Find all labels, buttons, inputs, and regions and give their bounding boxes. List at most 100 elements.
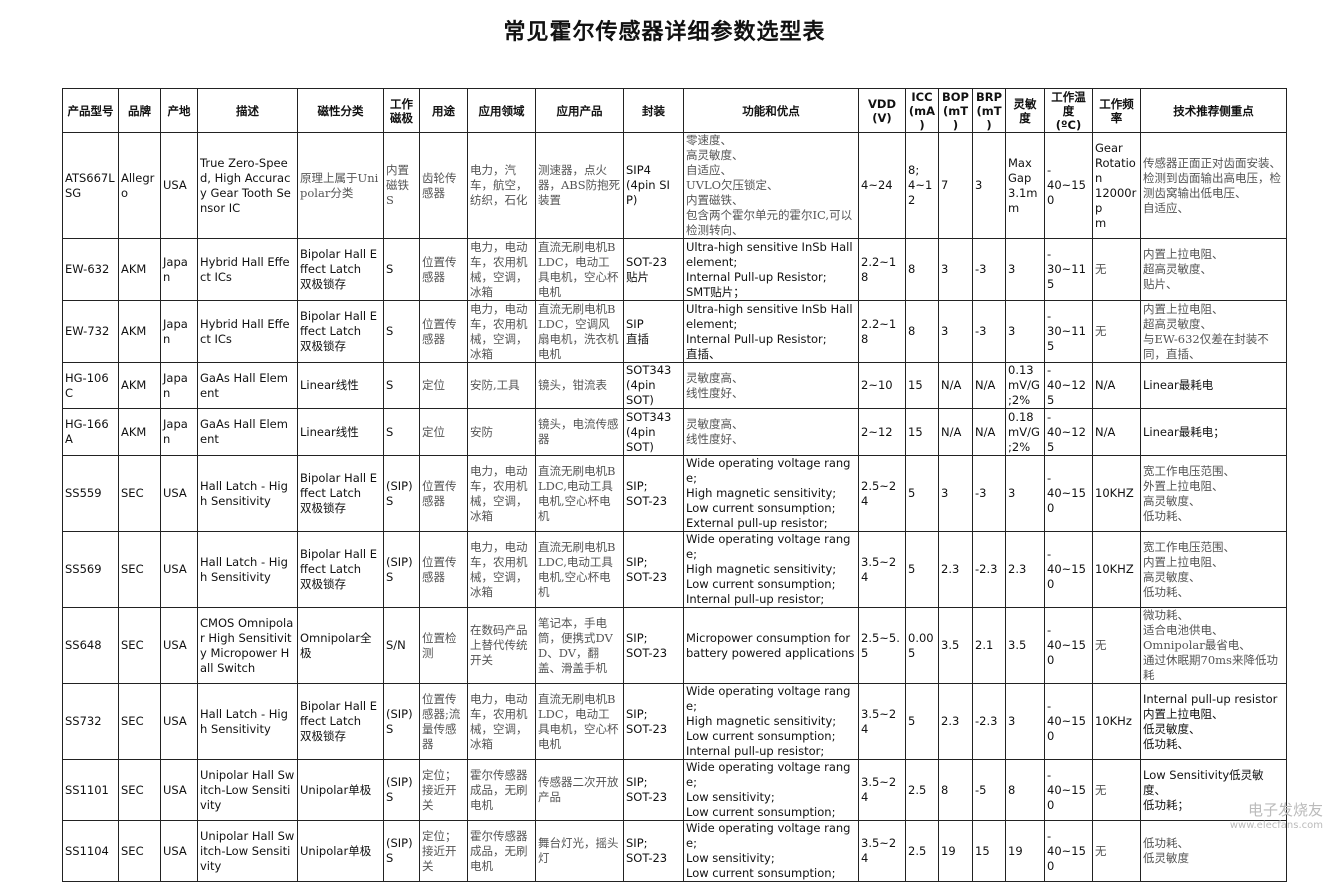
cell-pole: (SIP) S bbox=[383, 455, 420, 532]
cell-bop: 8 bbox=[938, 759, 973, 821]
cell-brp: -3 bbox=[972, 238, 1006, 301]
header-application-field: 应用领域 bbox=[467, 88, 536, 133]
cell-brand: Allegro bbox=[118, 132, 161, 239]
cell-package: SOT343 (4pin SOT) bbox=[623, 362, 684, 409]
cell-vdd: 2~12 bbox=[858, 408, 906, 456]
header-application-product: 应用产品 bbox=[535, 88, 624, 133]
cell-sensitivity: 3 bbox=[1005, 300, 1045, 363]
header-sensitivity: 灵敏 度 bbox=[1005, 88, 1045, 133]
cell-icc: 5 bbox=[905, 683, 939, 760]
cell-application-field: 电力，电动车，农用机械，空调，冰箱 bbox=[467, 531, 536, 608]
cell-magnetic-type: 原理上属于Unipolar分类 bbox=[297, 132, 384, 239]
cell-bop: 2.3 bbox=[938, 683, 973, 760]
header-recommendation: 技术推荐侧重点 bbox=[1140, 88, 1287, 133]
cell-frequency: 10KHZ bbox=[1092, 531, 1141, 608]
cell-vdd: 2~10 bbox=[858, 362, 906, 409]
cell-vdd: 3.5~24 bbox=[858, 759, 906, 821]
cell-application-product: 镜头，电流传感器 bbox=[535, 408, 624, 456]
cell-frequency: 10KHZ bbox=[1092, 455, 1141, 532]
cell-usage: 定位；接近开关 bbox=[419, 820, 468, 882]
cell-recommendation: 内置上拉电阻、 超高灵敏度、 与EW-632仅差在封装不同，直插、 bbox=[1140, 300, 1287, 363]
cell-sensitivity: 0.18 mV/G ;2% bbox=[1005, 408, 1045, 456]
cell-temperature: - 40~150 bbox=[1044, 607, 1093, 684]
cell-package: SIP 直插 bbox=[623, 300, 684, 363]
table-row: SS1101 SEC USA Unipolar Hall Switch-Low Sen… bbox=[62, 759, 1287, 821]
cell-description: Hybrid Hall Effect ICs bbox=[197, 238, 298, 301]
header-vdd: VDD (V) bbox=[858, 88, 906, 133]
cell-package: SIP4 (4pin SIP) bbox=[623, 132, 684, 239]
header-usage: 用途 bbox=[419, 88, 468, 133]
cell-usage: 位置传感器 bbox=[419, 455, 468, 532]
cell-model: SS1104 bbox=[62, 820, 119, 882]
header-brand: 品牌 bbox=[118, 88, 161, 133]
cell-bop: 3 bbox=[938, 300, 973, 363]
cell-brand: SEC bbox=[118, 683, 161, 760]
cell-recommendation: Low Sensitivity低灵敏度、 低功耗； bbox=[1140, 759, 1287, 821]
cell-origin: USA bbox=[160, 531, 198, 608]
cell-brand: AKM bbox=[118, 362, 161, 409]
header-brp: BRP (mT ) bbox=[972, 88, 1006, 133]
cell-features: 灵敏度高、 线性度好、 bbox=[683, 408, 859, 456]
table-row: SS1104 SEC USA Unipolar Hall Switch-Low Sen… bbox=[62, 820, 1287, 882]
cell-vdd: 3.5~24 bbox=[858, 820, 906, 882]
cell-description: CMOS Omnipolar High Sensitivity Micropow… bbox=[197, 607, 298, 684]
cell-features: Ultra-high sensitive InSb Hall element; … bbox=[683, 238, 859, 301]
cell-description: Unipolar Hall Switch-Low Sensitivity bbox=[197, 759, 298, 821]
cell-usage: 位置传感器 bbox=[419, 531, 468, 608]
cell-temperature: - 40~150 bbox=[1044, 455, 1093, 532]
cell-icc: 2.5 bbox=[905, 759, 939, 821]
header-pole: 工作 磁极 bbox=[383, 88, 420, 133]
cell-brp: -2.3 bbox=[972, 531, 1006, 608]
cell-pole: S bbox=[383, 238, 420, 301]
cell-brp: 2.1 bbox=[972, 607, 1006, 684]
cell-brand: SEC bbox=[118, 607, 161, 684]
cell-magnetic-type: Bipolar Hall Effect Latch 双极锁存 bbox=[297, 238, 384, 301]
cell-frequency: 无 bbox=[1092, 607, 1141, 684]
cell-vdd: 4~24 bbox=[858, 132, 906, 239]
table-row: SS732 SEC USA Hall Latch - High Sensitivity… bbox=[62, 683, 1287, 760]
cell-origin: USA bbox=[160, 607, 198, 684]
cell-vdd: 2.5~5. 5 bbox=[858, 607, 906, 684]
cell-temperature: - 40~125 bbox=[1044, 362, 1093, 409]
cell-pole: (SIP) S bbox=[383, 683, 420, 760]
cell-brand: AKM bbox=[118, 300, 161, 363]
cell-model: ATS667L SG bbox=[62, 132, 119, 239]
cell-bop: 3 bbox=[938, 455, 973, 532]
page-title: 常见霍尔传感器详细参数选型表 bbox=[503, 20, 826, 45]
cell-brand: SEC bbox=[118, 820, 161, 882]
cell-model: HG-106C bbox=[62, 362, 119, 409]
cell-pole: S bbox=[383, 408, 420, 456]
cell-pole: S/N bbox=[383, 607, 420, 684]
cell-usage: 定位 bbox=[419, 362, 468, 409]
cell-origin: USA bbox=[160, 132, 198, 239]
cell-origin: USA bbox=[160, 683, 198, 760]
cell-application-field: 电力，汽车，航空，纺织，石化 bbox=[467, 132, 536, 239]
table-row: SS569 SEC USA Hall Latch - High Sensitivity… bbox=[62, 531, 1287, 608]
cell-application-product: 舞台灯光，摇头灯 bbox=[535, 820, 624, 882]
cell-bop: N/A bbox=[938, 362, 973, 409]
cell-frequency: 无 bbox=[1092, 238, 1141, 301]
header-model: 产品型号 bbox=[62, 88, 119, 133]
cell-usage: 位置检测 bbox=[419, 607, 468, 684]
cell-features: Wide operating voltage range; Low sensit… bbox=[683, 820, 859, 882]
cell-brand: AKM bbox=[118, 408, 161, 456]
cell-sensitivity: 0.13 mV/G ;2% bbox=[1005, 362, 1045, 409]
cell-frequency: N/A bbox=[1092, 362, 1141, 409]
cell-temperature: - 40~125 bbox=[1044, 408, 1093, 456]
cell-brp: 15 bbox=[972, 820, 1006, 882]
cell-brand: AKM bbox=[118, 238, 161, 301]
cell-icc: 8; 4~1 2 bbox=[905, 132, 939, 239]
cell-brand: SEC bbox=[118, 455, 161, 532]
cell-package: SIP; SOT-23 bbox=[623, 820, 684, 882]
cell-application-field: 安防 bbox=[467, 408, 536, 456]
table-row: ATS667L SG Allegro USA True Zero-Speed, Hig… bbox=[62, 132, 1287, 239]
cell-brp: -5 bbox=[972, 759, 1006, 821]
cell-features: Wide operating voltage range; Low sensit… bbox=[683, 759, 859, 821]
cell-application-product: 笔记本，手电筒，便携式DVD、DV，翻盖、滑盖手机 bbox=[535, 607, 624, 684]
cell-magnetic-type: Linear线性 bbox=[297, 408, 384, 456]
header-magnetic-type: 磁性分类 bbox=[297, 88, 384, 133]
cell-brp: N/A bbox=[972, 362, 1006, 409]
cell-application-product: 直流无刷电机BLDC,电动工具电机,空心杯电机 bbox=[535, 455, 624, 532]
cell-application-field: 电力，电动车，农用机械，空调，冰箱 bbox=[467, 300, 536, 363]
cell-model: EW-632 bbox=[62, 238, 119, 301]
